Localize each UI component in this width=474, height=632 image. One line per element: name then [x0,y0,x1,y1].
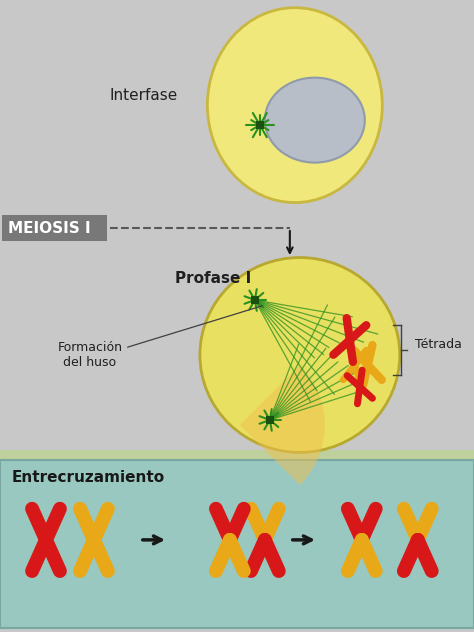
FancyBboxPatch shape [2,215,107,241]
FancyBboxPatch shape [266,416,274,424]
Text: MEIOSIS I: MEIOSIS I [8,221,91,236]
Ellipse shape [200,257,400,453]
Ellipse shape [208,8,383,203]
FancyBboxPatch shape [0,450,474,460]
FancyBboxPatch shape [0,460,474,628]
Text: Entrecruzamiento: Entrecruzamiento [12,470,165,485]
Text: Formación
del huso: Formación del huso [57,341,122,369]
Ellipse shape [265,78,365,162]
FancyBboxPatch shape [251,296,259,304]
FancyBboxPatch shape [256,121,264,129]
Text: Profase I: Profase I [175,270,251,286]
Text: Tétrada: Tétrada [415,339,462,351]
Wedge shape [240,365,325,485]
Text: Interfase: Interfase [110,88,178,102]
